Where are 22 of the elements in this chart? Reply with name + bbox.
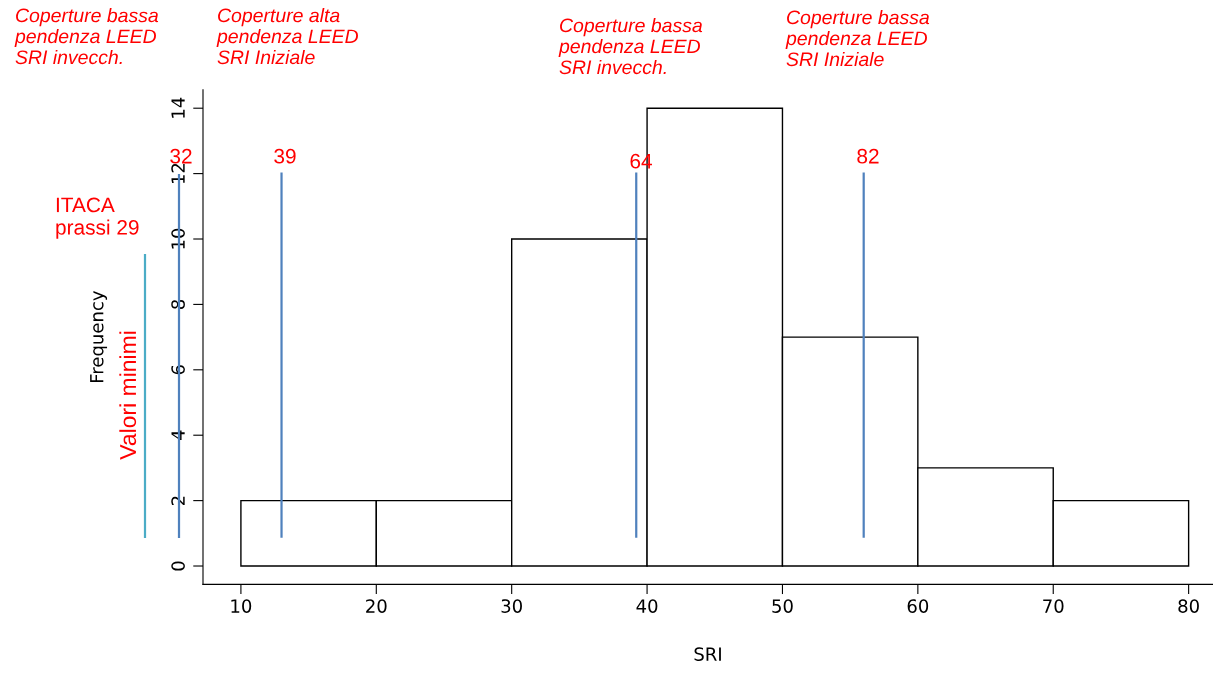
text: Coperture bassa pendenza LEED SRI Iniziale	[785, 10, 930, 67]
annotation: 39	[274, 148, 296, 164]
x-tick-label: 70	[1043, 599, 1064, 613]
x-tick-label: 20	[366, 599, 387, 613]
text: Coperture bassa pendenza LEED SRI invecch.	[558, 18, 703, 75]
x-tick-label: 10	[231, 599, 252, 613]
text: Valori minimi	[119, 331, 137, 460]
text: ITACA prassi 29	[56, 197, 139, 239]
x-tick-label: 40	[636, 599, 658, 613]
x-tick-label: 80	[1178, 599, 1199, 613]
text: Coperture bassa pendenza LEED SRI invecch.	[14, 8, 159, 65]
text: 32	[170, 148, 192, 164]
annotation: 82	[857, 148, 879, 164]
x-tick-label: 30	[501, 599, 522, 613]
y-axis-title: Frequency	[90, 291, 108, 382]
text: Coperture alta pendenza LEED SRI Iniziale	[216, 8, 358, 65]
x-tick-label: 60	[907, 599, 929, 613]
y-tick-label: 0	[171, 561, 185, 571]
x-axis-title: SRI	[694, 647, 721, 661]
x-tick-label: 50	[772, 599, 793, 613]
y-tick-label: 12	[171, 163, 185, 184]
y-tick-label: 14	[171, 97, 185, 118]
